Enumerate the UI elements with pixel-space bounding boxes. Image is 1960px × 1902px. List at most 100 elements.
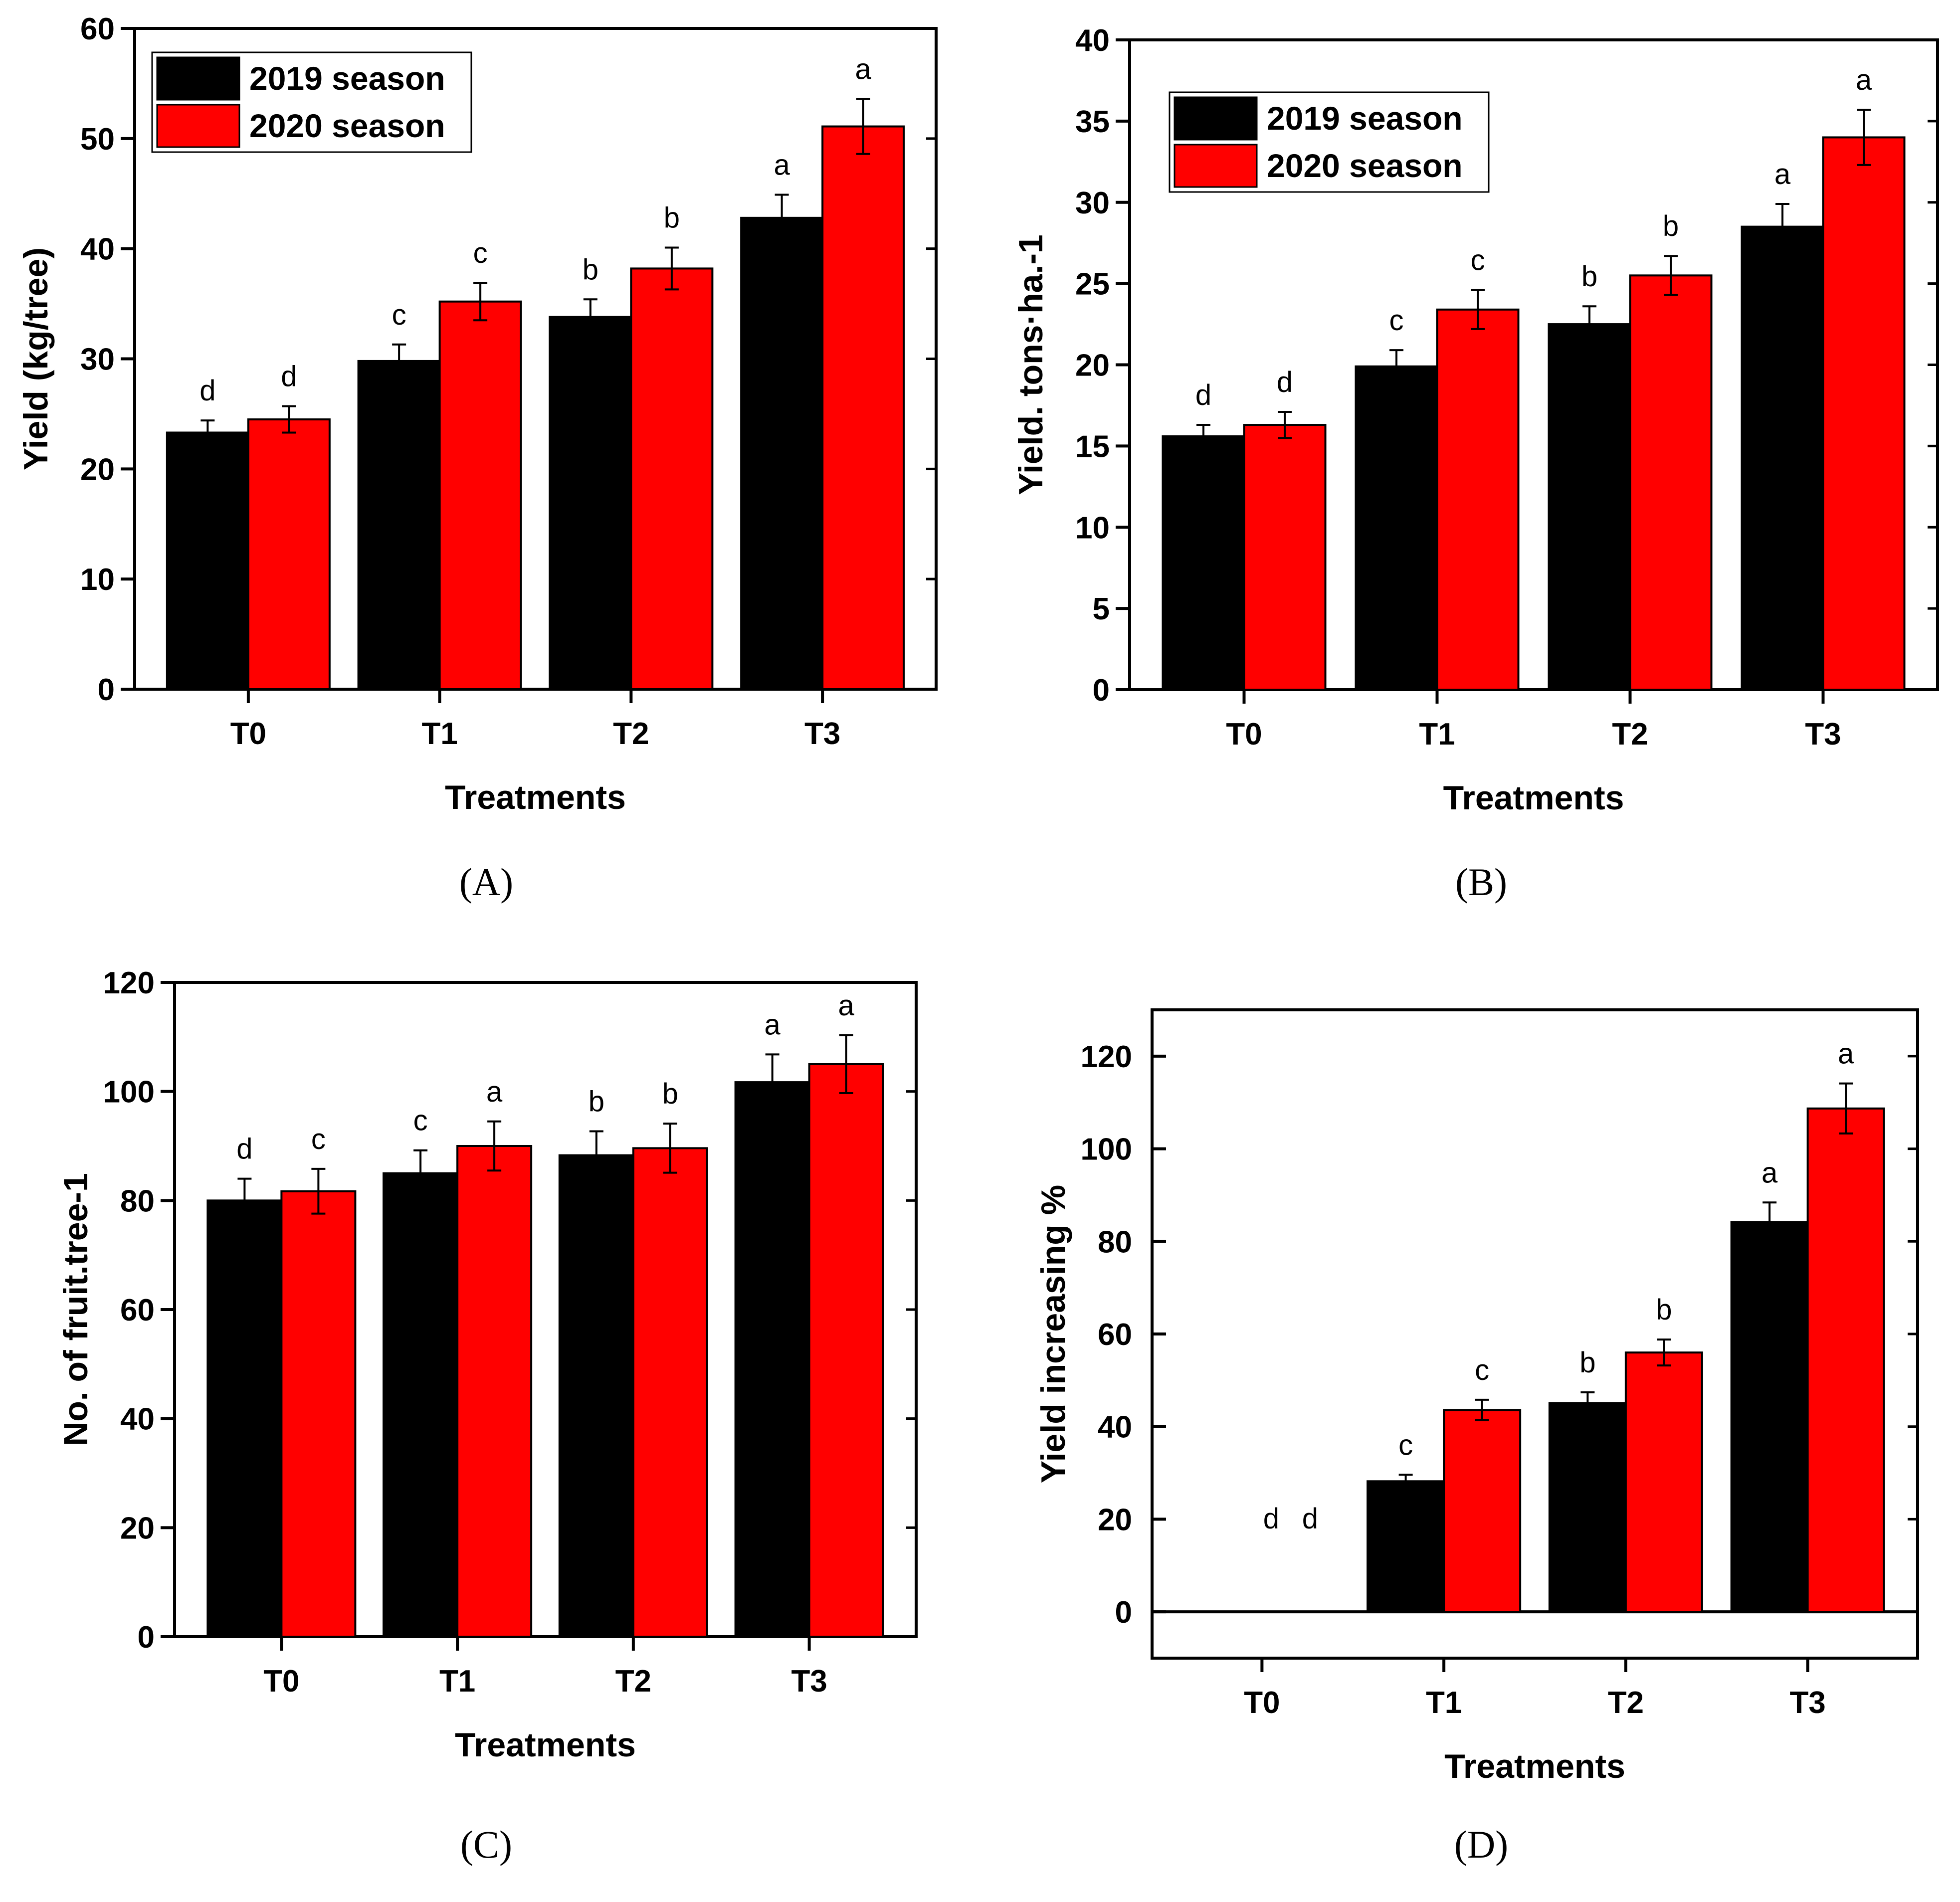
bar-2019 xyxy=(383,1172,459,1638)
bar-2019 xyxy=(740,216,824,691)
legend: 2019 season 2020 season xyxy=(1169,91,1490,193)
significance-letter: b xyxy=(583,253,598,286)
x-tick-label: T1 xyxy=(1426,1686,1462,1720)
x-tick-label: T0 xyxy=(1226,717,1262,752)
x-tick-label: T0 xyxy=(1244,1686,1280,1720)
bar-2019 xyxy=(166,431,249,690)
legend-label: 2020 season xyxy=(1267,147,1463,184)
bar-2020 xyxy=(1436,308,1520,691)
significance-letter: a xyxy=(1774,158,1791,190)
y-tick-label: 0 xyxy=(138,1620,155,1655)
y-tick-label: 60 xyxy=(80,12,115,46)
significance-letter: c xyxy=(1475,1354,1489,1386)
y-tick-label: 50 xyxy=(80,122,115,157)
x-axis-title: Treatments xyxy=(1443,779,1624,817)
bar-2020 xyxy=(808,1063,884,1638)
y-tick-label: 120 xyxy=(103,966,155,1000)
significance-letter: c xyxy=(392,299,406,331)
legend-swatch xyxy=(156,56,240,101)
y-axis-title: Yield. tons·ha.-1 xyxy=(1012,234,1050,495)
bar-2020 xyxy=(1624,1351,1703,1613)
y-tick-label: 120 xyxy=(1081,1040,1132,1074)
y-axis-title: Yield increasing % xyxy=(1034,1185,1072,1483)
bar-2019 xyxy=(549,316,632,690)
significance-letter: d xyxy=(281,360,297,392)
panel-label: (D) xyxy=(1454,1823,1508,1866)
x-axis-title: Treatments xyxy=(445,778,626,816)
panel-label: (A) xyxy=(459,860,513,904)
x-tick-label: T3 xyxy=(1789,1686,1825,1720)
bar-2019 xyxy=(558,1154,634,1638)
significance-letter: a xyxy=(838,989,854,1022)
x-tick-label: T2 xyxy=(613,717,649,751)
y-tick-label: 30 xyxy=(1075,186,1110,220)
significance-letter: a xyxy=(1762,1156,1778,1189)
y-tick-label: 40 xyxy=(1075,23,1110,58)
panel-label: (C) xyxy=(460,1823,512,1866)
legend-label: 2019 season xyxy=(249,60,445,97)
y-axis-title: Yield (kg/tree) xyxy=(17,247,55,470)
legend-swatch xyxy=(1174,144,1258,188)
chart-panel-c: 0 20 40 60 80 100 120 T0 d c T1 c a T2 b b T3 a a Treatment… xyxy=(57,966,918,1866)
significance-letter: a xyxy=(486,1076,503,1108)
x-tick-label: T1 xyxy=(439,1664,475,1699)
bar-2019 xyxy=(1741,225,1824,691)
x-axis-title: Treatments xyxy=(455,1726,636,1764)
significance-letter: b xyxy=(664,201,680,234)
significance-letter: b xyxy=(1581,260,1597,293)
significance-letter: d xyxy=(1277,366,1293,398)
bar-2019 xyxy=(357,360,441,690)
y-tick-label: 15 xyxy=(1075,429,1110,464)
x-tick-label: T2 xyxy=(615,1664,651,1699)
significance-letter: d xyxy=(1302,1503,1318,1535)
significance-letter: d xyxy=(1195,379,1211,411)
significance-letter: a xyxy=(1856,64,1872,96)
chart-panel-a: 0 10 20 30 40 50 60 T0 d d T1 c c T2 b b T3 a a Treatments Y… xyxy=(17,12,938,904)
y-tick-label: 60 xyxy=(1098,1318,1132,1352)
legend-label: 2020 season xyxy=(249,107,445,144)
bar-2019 xyxy=(1355,365,1438,691)
panel-label: (B) xyxy=(1455,860,1507,904)
y-tick-label: 35 xyxy=(1075,105,1110,139)
bar-2020 xyxy=(1806,1107,1885,1613)
significance-letter: c xyxy=(1389,304,1404,337)
bar-2019 xyxy=(1367,1480,1445,1613)
legend-label: 2019 season xyxy=(1267,100,1463,137)
x-tick-label: T3 xyxy=(804,717,840,751)
bar-2020 xyxy=(1243,424,1327,691)
x-tick-label: T0 xyxy=(263,1664,299,1699)
bar-2020 xyxy=(1629,274,1713,691)
significance-letter: c xyxy=(413,1105,428,1137)
bar-2020 xyxy=(630,267,714,690)
y-tick-label: 40 xyxy=(120,1402,155,1437)
x-tick-label: T1 xyxy=(421,717,457,751)
x-tick-label: T2 xyxy=(1612,717,1648,752)
significance-letter: b xyxy=(1663,210,1679,242)
chart-panel-d: 0 20 40 60 80 100 120 T0 d d T1 c c T2 b b T3 a a Treatment… xyxy=(1034,1008,1919,1866)
y-tick-label: 0 xyxy=(98,673,115,707)
significance-letter: a xyxy=(774,149,790,181)
bar-2019 xyxy=(1548,1402,1627,1613)
y-tick-label: 25 xyxy=(1075,267,1110,302)
significance-letter: c xyxy=(1398,1429,1413,1461)
y-tick-label: 0 xyxy=(1115,1595,1132,1630)
bar-2020 xyxy=(821,125,905,691)
bar-2020 xyxy=(632,1147,708,1638)
y-tick-label: 0 xyxy=(1093,673,1110,708)
significance-letter: d xyxy=(236,1133,252,1165)
bar-2020 xyxy=(247,418,331,690)
x-tick-label: T3 xyxy=(791,1664,827,1699)
significance-letter: b xyxy=(662,1078,678,1110)
y-tick-label: 60 xyxy=(120,1293,155,1328)
bar-2020 xyxy=(438,300,522,690)
y-tick-label: 100 xyxy=(1081,1133,1132,1167)
y-tick-label: 5 xyxy=(1093,592,1110,626)
significance-letter: b xyxy=(1656,1294,1672,1326)
bar-2019 xyxy=(206,1199,283,1638)
significance-letter: c xyxy=(311,1123,326,1155)
y-tick-label: 20 xyxy=(1075,349,1110,383)
y-tick-label: 10 xyxy=(80,563,115,597)
y-tick-label: 100 xyxy=(103,1075,155,1110)
x-tick-label: T2 xyxy=(1608,1686,1644,1720)
